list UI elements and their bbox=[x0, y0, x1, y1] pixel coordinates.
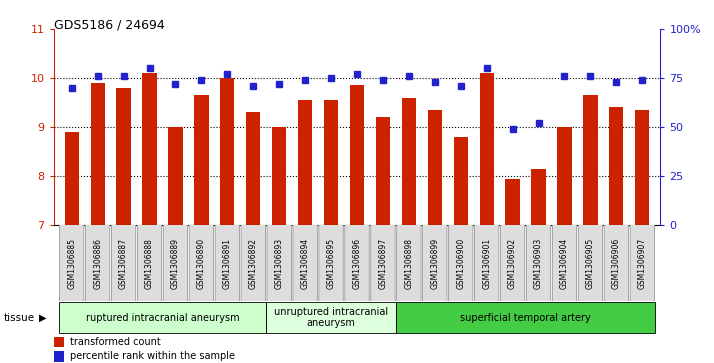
Text: GSM1306905: GSM1306905 bbox=[586, 237, 595, 289]
FancyBboxPatch shape bbox=[630, 224, 655, 303]
Text: superficial temporal artery: superficial temporal artery bbox=[461, 313, 591, 323]
Text: GSM1306902: GSM1306902 bbox=[508, 238, 517, 289]
FancyBboxPatch shape bbox=[475, 224, 499, 303]
Bar bbox=[453, 137, 468, 225]
FancyBboxPatch shape bbox=[267, 224, 291, 303]
FancyBboxPatch shape bbox=[189, 224, 213, 303]
Text: GSM1306889: GSM1306889 bbox=[171, 238, 180, 289]
Text: tissue: tissue bbox=[4, 313, 35, 323]
Bar bbox=[142, 73, 156, 225]
FancyBboxPatch shape bbox=[86, 224, 110, 303]
Bar bbox=[298, 100, 312, 225]
FancyBboxPatch shape bbox=[241, 224, 266, 303]
FancyBboxPatch shape bbox=[371, 224, 395, 303]
Bar bbox=[402, 98, 416, 225]
Bar bbox=[376, 117, 390, 225]
Text: GSM1306904: GSM1306904 bbox=[560, 237, 569, 289]
Bar bbox=[64, 132, 79, 225]
FancyBboxPatch shape bbox=[553, 224, 577, 303]
Bar bbox=[609, 107, 623, 225]
Bar bbox=[350, 85, 364, 225]
Bar bbox=[116, 88, 131, 225]
Bar bbox=[220, 78, 234, 225]
Bar bbox=[54, 337, 64, 347]
Bar bbox=[194, 95, 208, 225]
FancyBboxPatch shape bbox=[578, 224, 603, 303]
FancyBboxPatch shape bbox=[345, 224, 369, 303]
Text: GSM1306899: GSM1306899 bbox=[431, 238, 439, 289]
FancyBboxPatch shape bbox=[396, 302, 655, 333]
FancyBboxPatch shape bbox=[293, 224, 317, 303]
Bar bbox=[583, 95, 598, 225]
Text: GSM1306891: GSM1306891 bbox=[223, 238, 232, 289]
FancyBboxPatch shape bbox=[59, 224, 84, 303]
Text: GSM1306892: GSM1306892 bbox=[248, 238, 258, 289]
Bar bbox=[428, 110, 442, 225]
Bar bbox=[480, 73, 494, 225]
Text: transformed count: transformed count bbox=[69, 337, 161, 347]
FancyBboxPatch shape bbox=[137, 224, 161, 303]
FancyBboxPatch shape bbox=[397, 224, 421, 303]
Bar bbox=[272, 127, 286, 225]
FancyBboxPatch shape bbox=[111, 224, 136, 303]
Bar bbox=[54, 351, 64, 362]
Text: GSM1306906: GSM1306906 bbox=[612, 237, 621, 289]
Text: GSM1306897: GSM1306897 bbox=[378, 238, 388, 289]
Text: GSM1306903: GSM1306903 bbox=[534, 237, 543, 289]
FancyBboxPatch shape bbox=[526, 224, 550, 303]
Text: percentile rank within the sample: percentile rank within the sample bbox=[69, 351, 235, 361]
Text: GSM1306888: GSM1306888 bbox=[145, 238, 154, 289]
Text: GSM1306898: GSM1306898 bbox=[404, 238, 413, 289]
Text: GSM1306895: GSM1306895 bbox=[326, 238, 336, 289]
FancyBboxPatch shape bbox=[448, 224, 473, 303]
Bar bbox=[558, 127, 572, 225]
Text: GSM1306886: GSM1306886 bbox=[93, 238, 102, 289]
FancyBboxPatch shape bbox=[604, 224, 628, 303]
Text: GSM1306907: GSM1306907 bbox=[638, 237, 647, 289]
Text: GSM1306890: GSM1306890 bbox=[197, 238, 206, 289]
Bar bbox=[506, 179, 520, 225]
Text: ▶: ▶ bbox=[39, 313, 47, 323]
Text: GSM1306900: GSM1306900 bbox=[456, 237, 466, 289]
Text: GSM1306887: GSM1306887 bbox=[119, 238, 128, 289]
FancyBboxPatch shape bbox=[59, 302, 266, 333]
FancyBboxPatch shape bbox=[266, 302, 396, 333]
Bar bbox=[324, 100, 338, 225]
FancyBboxPatch shape bbox=[319, 224, 343, 303]
Text: GSM1306893: GSM1306893 bbox=[275, 238, 283, 289]
Bar bbox=[169, 127, 183, 225]
Text: GDS5186 / 24694: GDS5186 / 24694 bbox=[54, 18, 164, 31]
Text: GSM1306901: GSM1306901 bbox=[482, 238, 491, 289]
FancyBboxPatch shape bbox=[501, 224, 525, 303]
FancyBboxPatch shape bbox=[215, 224, 239, 303]
Bar bbox=[91, 83, 105, 225]
Text: GSM1306885: GSM1306885 bbox=[67, 238, 76, 289]
FancyBboxPatch shape bbox=[164, 224, 188, 303]
Bar bbox=[635, 110, 650, 225]
Text: GSM1306896: GSM1306896 bbox=[353, 238, 361, 289]
Text: ruptured intracranial aneurysm: ruptured intracranial aneurysm bbox=[86, 313, 239, 323]
Bar bbox=[531, 169, 545, 225]
Text: GSM1306894: GSM1306894 bbox=[301, 238, 310, 289]
FancyBboxPatch shape bbox=[423, 224, 447, 303]
Bar bbox=[246, 112, 261, 225]
Text: unruptured intracranial
aneurysm: unruptured intracranial aneurysm bbox=[274, 307, 388, 329]
